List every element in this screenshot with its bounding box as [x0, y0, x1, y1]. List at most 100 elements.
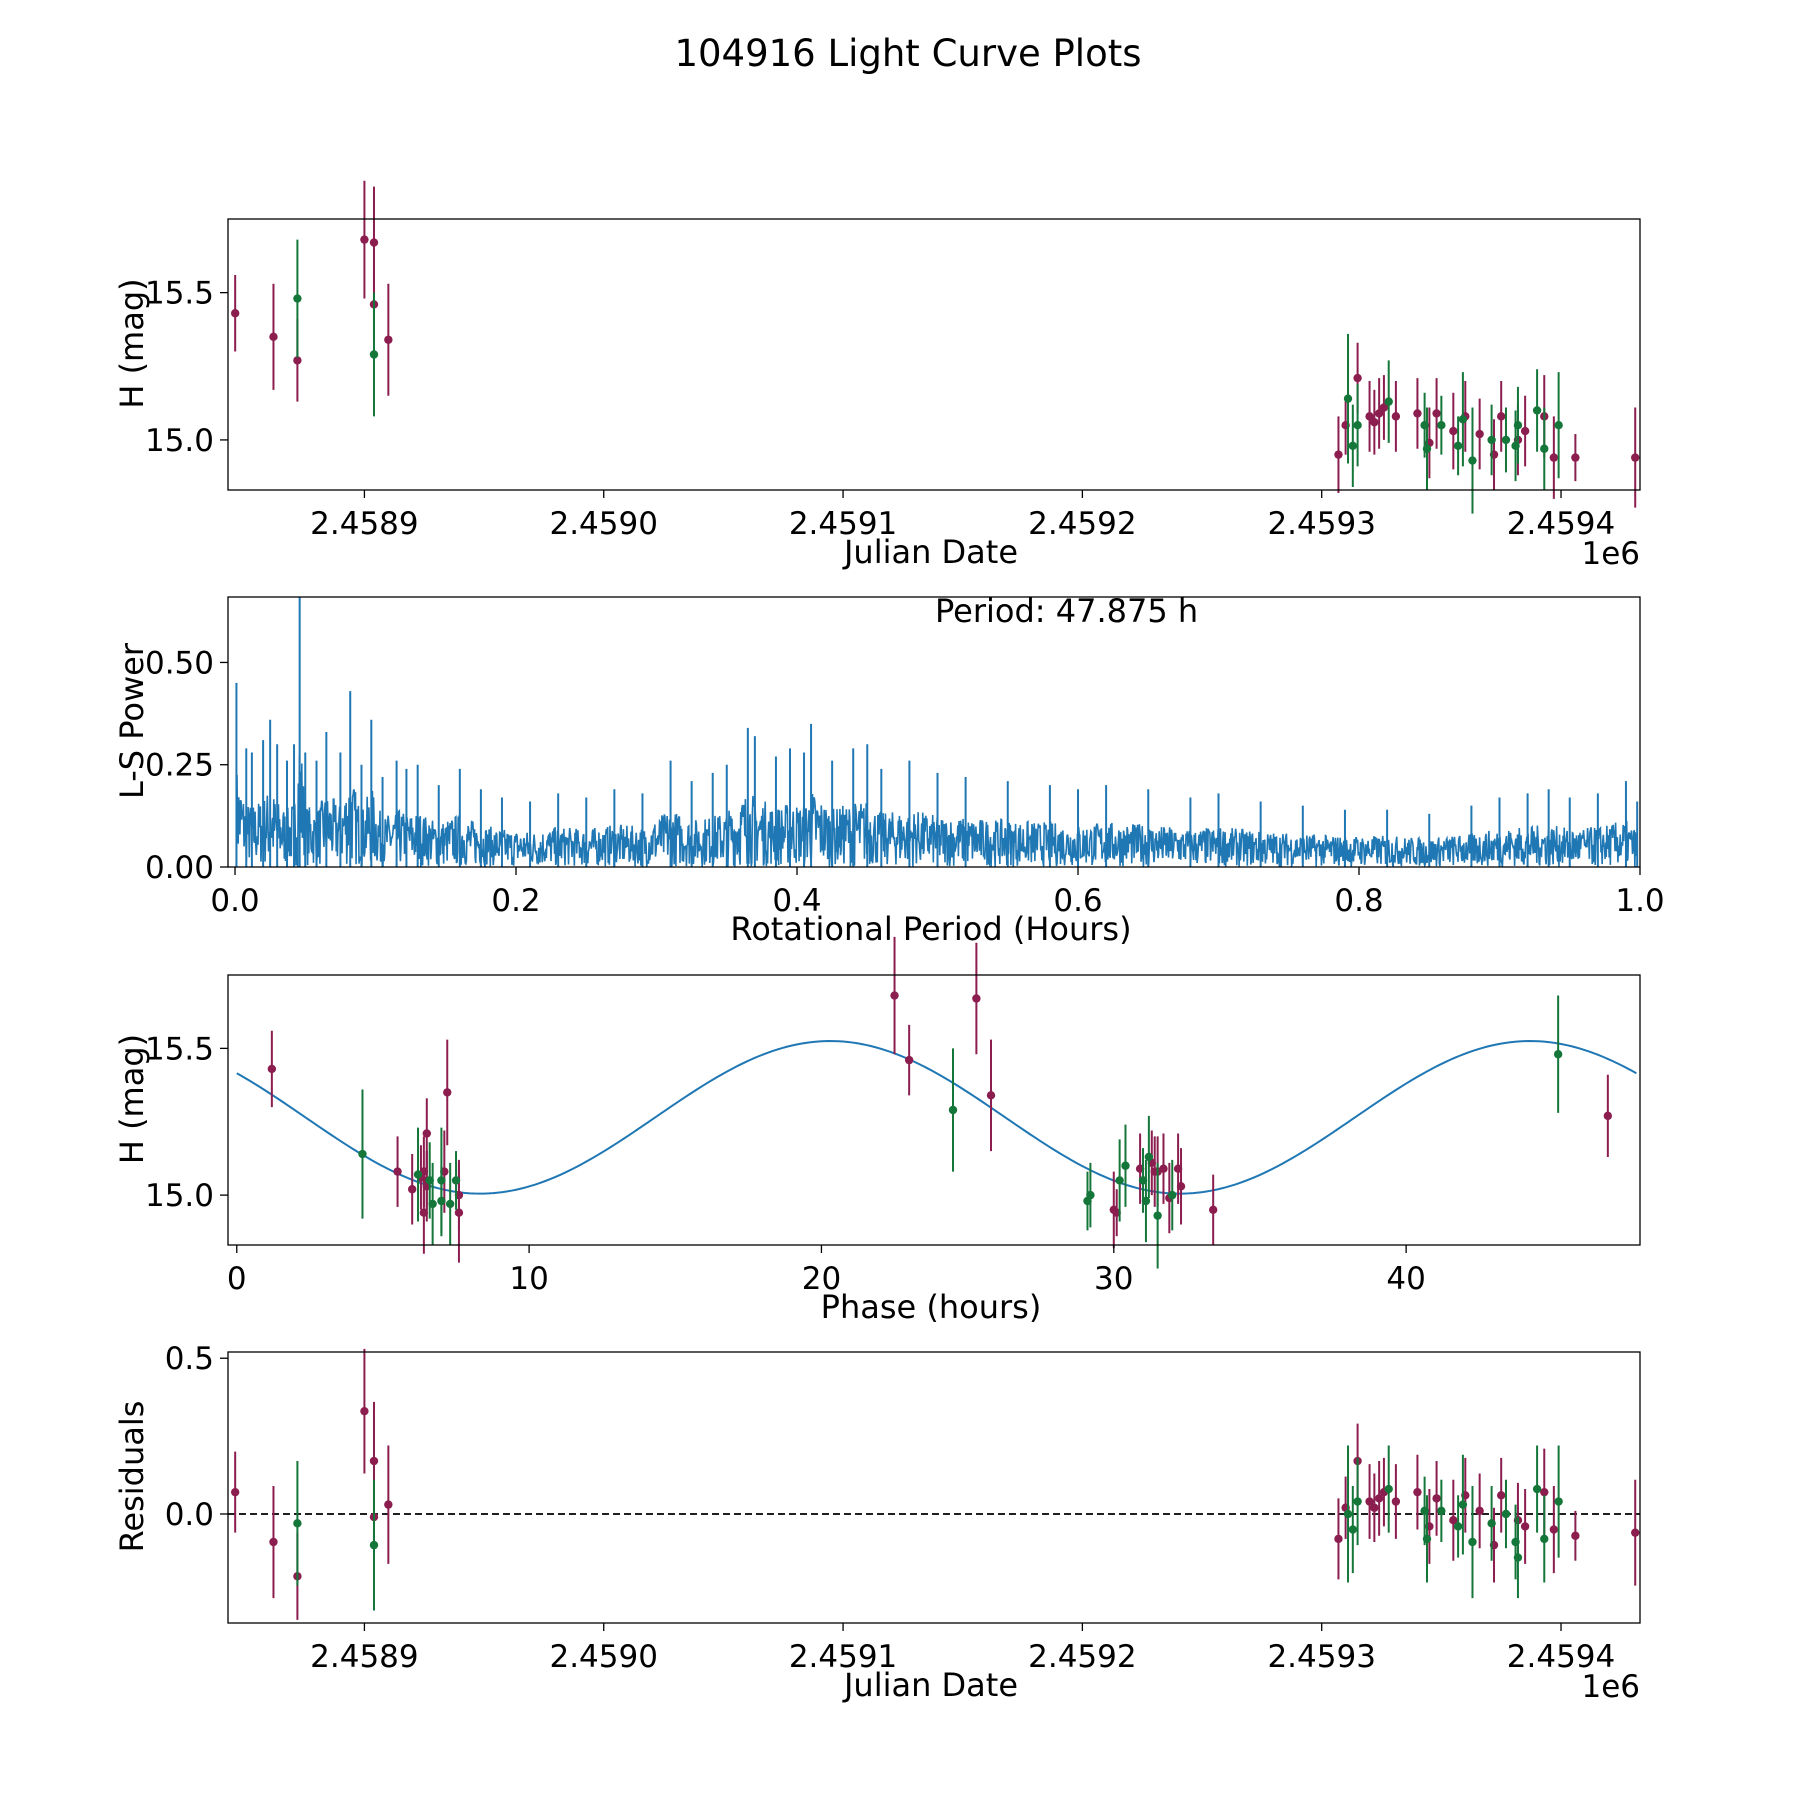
data-point: [384, 1500, 393, 1509]
data-point: [1631, 1528, 1640, 1537]
data-point: [1453, 441, 1463, 451]
data-point: [428, 1199, 437, 1209]
data-point: [1475, 1506, 1484, 1516]
light-curve-panel: 2.4589 2.4590 2.4591 2.4592 2.4593 2.4594 15.…: [113, 180, 1641, 572]
data-point: [1391, 1497, 1401, 1506]
x-axis-label: Julian Date: [842, 533, 1018, 571]
phase-marks: [236, 936, 1637, 1269]
data-point: [1603, 1111, 1613, 1121]
x-axis-ticks: 0.0 0.2 0.4 0.6 0.8 1.0: [210, 867, 1665, 919]
y-axis-label: Residuals: [113, 1401, 151, 1553]
data-point: [1571, 453, 1580, 462]
y-axis-ticks: 15.0 15.5: [145, 276, 228, 459]
data-point: [1520, 426, 1530, 436]
data-point: [230, 1487, 240, 1497]
data-point: [1437, 1506, 1446, 1516]
light-curve-marks: [230, 180, 1640, 514]
data-point: [1168, 1190, 1177, 1200]
data-point: [1370, 418, 1379, 427]
data-point: [1343, 394, 1353, 403]
x-tick-label: 0.4: [772, 883, 821, 919]
data-point: [1413, 1487, 1422, 1497]
phase-folded-panel: 0 10 20 30 40 15.0 15.5 Phase (hours) H (mag): [113, 936, 1641, 1326]
y-tick-label: 15.0: [145, 423, 214, 459]
data-point: [1208, 1205, 1218, 1214]
x-tick-label: 2.4593: [1267, 1639, 1375, 1675]
data-point: [1487, 435, 1496, 445]
y-tick-label: 0.0: [165, 1497, 214, 1533]
data-point: [1449, 1516, 1458, 1525]
data-point: [360, 235, 369, 244]
data-point: [1384, 1484, 1393, 1494]
y-tick-label: 15.5: [145, 276, 214, 312]
data-point: [1468, 456, 1477, 465]
data-point: [443, 1088, 452, 1097]
data-point: [1549, 453, 1559, 462]
data-point: [1353, 1497, 1362, 1506]
data-point: [437, 1176, 446, 1185]
x-tick-label: 1.0: [1615, 883, 1664, 919]
data-point: [1520, 1522, 1530, 1531]
axes-frame: [227, 1351, 1641, 1624]
data-point: [407, 1185, 417, 1194]
data-point: [1384, 397, 1393, 406]
data-point: [451, 1176, 461, 1185]
data-point: [230, 309, 240, 318]
data-point: [267, 1064, 277, 1074]
residual-marks: [228, 1348, 1640, 1620]
x-tick-label: 0.2: [491, 883, 540, 919]
y-tick-label: 0.00: [145, 850, 214, 886]
data-point: [1540, 1487, 1549, 1497]
x-offset-text: 1e6: [1581, 1669, 1640, 1705]
y-tick-label: 15.5: [145, 1031, 214, 1067]
x-tick-label: 2.4594: [1507, 506, 1615, 542]
data-point: [1348, 1525, 1358, 1534]
data-point: [1571, 1531, 1580, 1540]
x-tick-label: 2.4590: [549, 1639, 657, 1675]
data-point: [419, 1208, 429, 1217]
data-point: [1513, 1553, 1523, 1562]
data-point: [1176, 1182, 1186, 1191]
periodogram-marks: [235, 597, 1639, 868]
x-tick-label: 40: [1386, 1261, 1425, 1297]
data-point: [1422, 1534, 1432, 1544]
data-point: [986, 1091, 996, 1100]
x-axis-ticks: 0 10 20 30 40: [227, 1245, 1426, 1297]
y-tick-label: 0.50: [145, 645, 214, 681]
residuals-panel: 2.4589 2.4590 2.4591 2.4592 2.4593 2.4594 0.0…: [113, 1341, 1641, 1705]
x-tick-label: 2.4589: [310, 1639, 418, 1675]
x-tick-label: 30: [1094, 1261, 1133, 1297]
x-tick-label: 2.4593: [1267, 506, 1375, 542]
y-axis-label: H (mag): [113, 278, 151, 408]
data-point: [293, 294, 302, 303]
data-point: [384, 335, 393, 344]
data-point: [904, 1055, 914, 1065]
y-axis-ticks: 15.0 15.5: [145, 1031, 228, 1214]
axes-frame: [227, 218, 1641, 491]
data-point: [1353, 373, 1362, 383]
data-point: [1501, 1509, 1511, 1519]
data-point: [1554, 420, 1563, 430]
data-point: [1422, 444, 1432, 453]
data-point: [1496, 412, 1506, 421]
data-point: [360, 1406, 369, 1416]
data-point: [269, 332, 278, 342]
data-point: [1086, 1190, 1095, 1200]
x-tick-label: 2.4592: [1028, 1639, 1136, 1675]
x-axis-ticks: 2.4589 2.4590 2.4591 2.4592 2.4593 2.4594: [310, 1623, 1615, 1675]
data-point: [369, 1540, 379, 1550]
x-offset-text: 1e6: [1581, 536, 1640, 572]
x-axis-label: Julian Date: [842, 1666, 1018, 1704]
data-point: [1353, 420, 1362, 430]
x-tick-label: 10: [509, 1261, 548, 1297]
data-point: [1144, 1152, 1154, 1162]
data-point: [1475, 429, 1484, 439]
x-tick-label: 2.4590: [549, 506, 657, 542]
figure-title: 104916 Light Curve Plots: [674, 32, 1141, 75]
axes-frame: [227, 596, 1641, 868]
data-point: [1540, 444, 1549, 453]
x-tick-label: 0.6: [1053, 883, 1102, 919]
model-curve: [236, 1040, 1637, 1195]
data-point: [1631, 453, 1640, 462]
y-axis-ticks: 0.00 0.25 0.50: [145, 645, 228, 886]
